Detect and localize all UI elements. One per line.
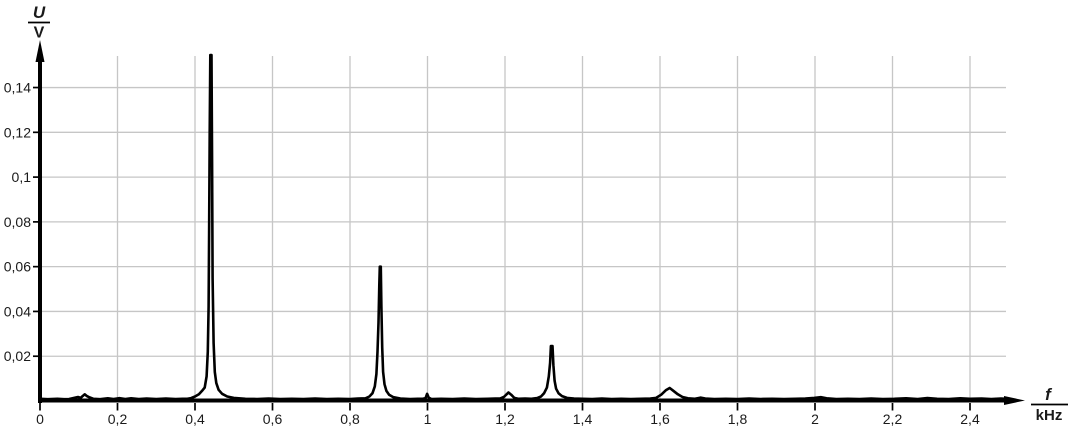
y-tick-label: 0,02 xyxy=(4,348,31,364)
spectrum-curve xyxy=(38,53,1008,401)
x-tick-label: 2,2 xyxy=(883,411,903,427)
y-axis-arrowhead-icon xyxy=(35,40,45,62)
y-axis-unit-denominator: V xyxy=(34,25,45,42)
y-tick-label: 0,08 xyxy=(4,214,31,230)
y-tick-label: 0,1 xyxy=(12,169,32,185)
x-tick-label: 1 xyxy=(424,411,432,427)
y-tick-label: 0,14 xyxy=(4,80,31,96)
x-tick-label: 1,4 xyxy=(573,411,593,427)
y-tick-label: 0,06 xyxy=(4,259,31,275)
x-tick-label: 0,2 xyxy=(108,411,128,427)
x-tick-label: 0,6 xyxy=(263,411,283,427)
y-tick-label: 0,12 xyxy=(4,124,31,140)
x-tick-label: 0,4 xyxy=(185,411,205,427)
y-tick-label: 0,04 xyxy=(4,303,31,319)
x-tick-label: 1,6 xyxy=(650,411,670,427)
x-tick-label: 1,8 xyxy=(728,411,748,427)
x-tick-label: 2,4 xyxy=(960,411,980,427)
y-axis-unit-numerator: U xyxy=(33,3,46,22)
x-tick-label: 2 xyxy=(811,411,819,427)
x-tick-label: 1,2 xyxy=(495,411,515,427)
x-axis-unit-denominator: kHz xyxy=(1036,407,1063,424)
x-axis-unit-numerator: f xyxy=(1045,385,1053,404)
x-tick-label: 0,8 xyxy=(340,411,360,427)
x-axis-arrowhead-icon xyxy=(1004,396,1025,405)
x-tick-label: 0 xyxy=(36,411,44,427)
